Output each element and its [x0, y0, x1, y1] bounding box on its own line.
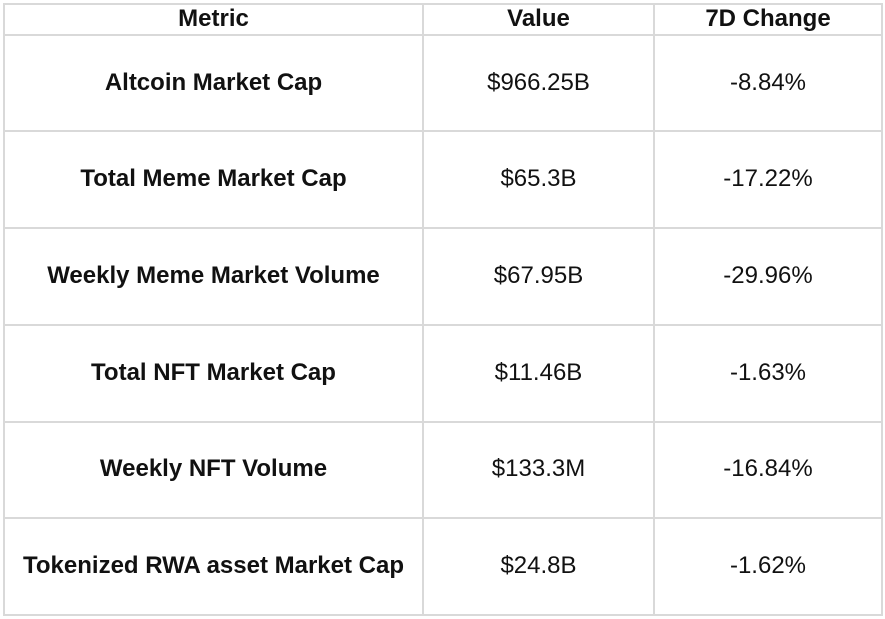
cell-value: $11.46B: [422, 323, 655, 423]
crypto-metrics-table: Metric Value 7D Change Altcoin Market Ca…: [3, 3, 883, 616]
cell-metric: Weekly Meme Market Volume: [3, 227, 424, 326]
table-row: Altcoin Market Cap $966.25B -8.84%: [3, 33, 883, 133]
cell-metric: Weekly NFT Volume: [3, 420, 424, 520]
cell-value: $67.95B: [422, 227, 655, 326]
crypto-metrics-table-container: Metric Value 7D Change Altcoin Market Ca…: [3, 3, 883, 616]
column-header-value: Value: [422, 3, 655, 36]
cell-7d-change: -1.63%: [653, 323, 883, 423]
cell-metric: Total Meme Market Cap: [3, 130, 424, 230]
table-row: Weekly Meme Market Volume $67.95B -29.96…: [3, 227, 883, 326]
cell-value: $24.8B: [422, 517, 655, 616]
column-header-7d-change: 7D Change: [653, 3, 883, 36]
cell-7d-change: -29.96%: [653, 227, 883, 326]
table-row: Weekly NFT Volume $133.3M -16.84%: [3, 420, 883, 520]
table-row: Total NFT Market Cap $11.46B -1.63%: [3, 323, 883, 423]
header-row: Metric Value 7D Change: [3, 3, 883, 36]
cell-metric: Tokenized RWA asset Market Cap: [3, 517, 424, 616]
cell-value: $133.3M: [422, 420, 655, 520]
table-row: Tokenized RWA asset Market Cap $24.8B -1…: [3, 517, 883, 616]
cell-7d-change: -1.62%: [653, 517, 883, 616]
table-row: Total Meme Market Cap $65.3B -17.22%: [3, 130, 883, 230]
column-header-metric: Metric: [3, 3, 424, 36]
cell-value: $65.3B: [422, 130, 655, 230]
cell-7d-change: -16.84%: [653, 420, 883, 520]
cell-7d-change: -17.22%: [653, 130, 883, 230]
cell-metric: Total NFT Market Cap: [3, 323, 424, 423]
cell-metric: Altcoin Market Cap: [3, 33, 424, 133]
cell-value: $966.25B: [422, 33, 655, 133]
cell-7d-change: -8.84%: [653, 33, 883, 133]
